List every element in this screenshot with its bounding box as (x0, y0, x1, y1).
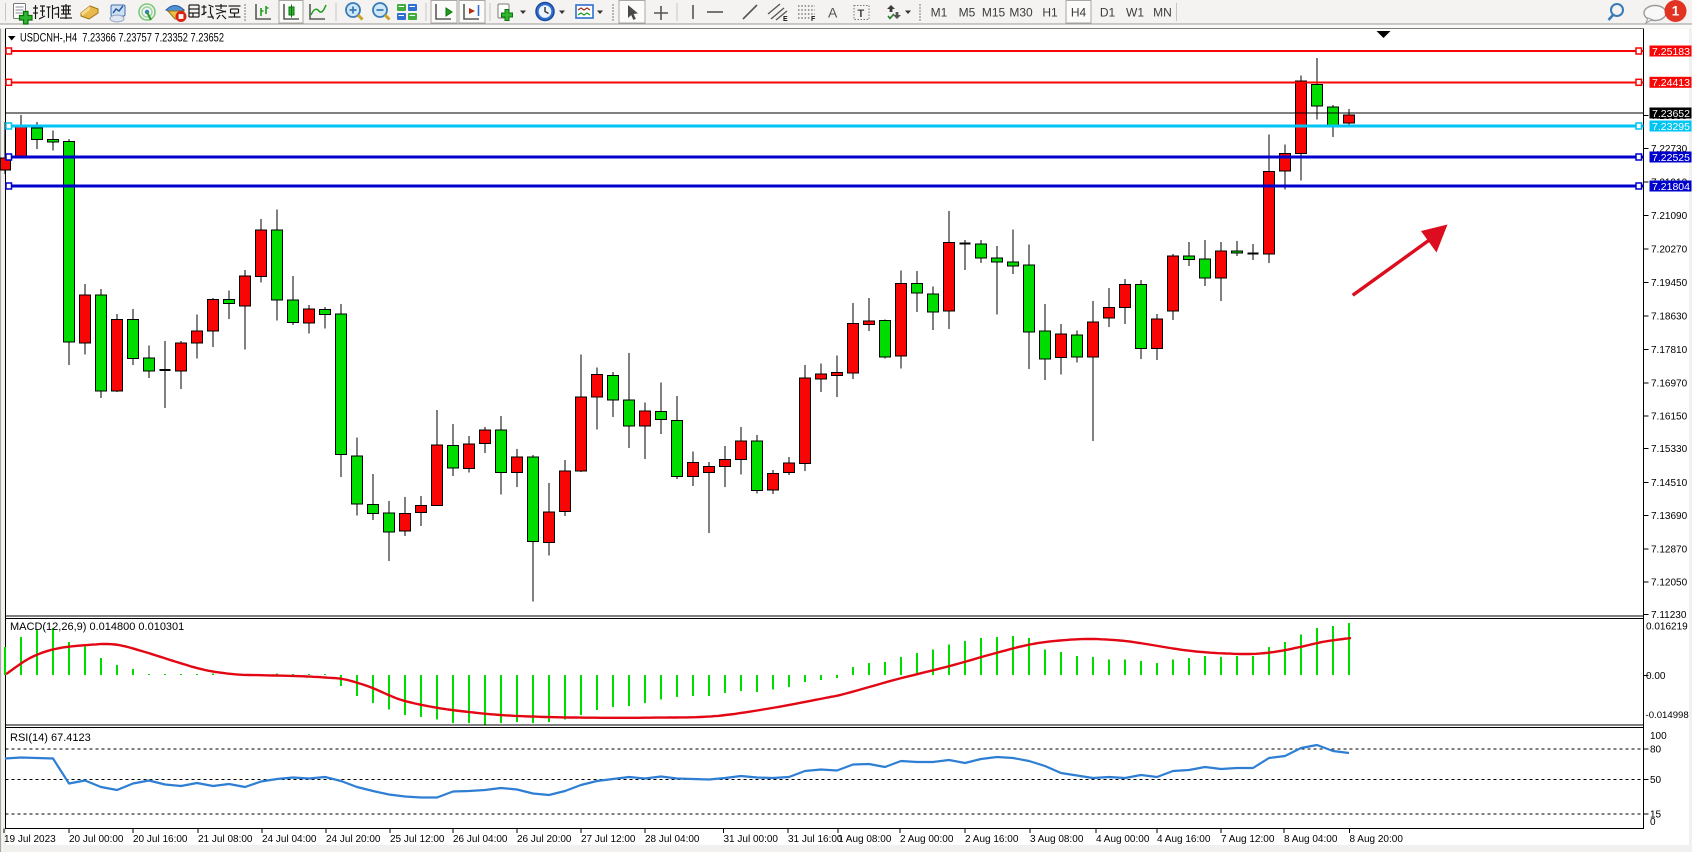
svg-text:T: T (858, 8, 865, 20)
svg-text:7.21090: 7.21090 (1651, 211, 1688, 222)
svg-text:0.016219: 0.016219 (1646, 622, 1688, 633)
svg-text:D1: D1 (1100, 6, 1116, 20)
svg-text:25 Jul 12:00: 25 Jul 12:00 (390, 834, 445, 845)
svg-text:A: A (828, 5, 838, 21)
svg-text:50: 50 (1650, 775, 1662, 786)
svg-text:7.16970: 7.16970 (1651, 379, 1688, 390)
svg-text:7.23295: 7.23295 (1652, 121, 1690, 133)
svg-text:7.24413: 7.24413 (1652, 77, 1690, 89)
svg-text:7.25183: 7.25183 (1652, 46, 1690, 58)
svg-text:M15: M15 (982, 6, 1006, 20)
svg-text:7.23652: 7.23652 (1652, 108, 1690, 120)
svg-text:31 Jul 16:00: 31 Jul 16:00 (788, 834, 843, 845)
svg-text:26 Jul 20:00: 26 Jul 20:00 (517, 834, 572, 845)
svg-text:M1: M1 (931, 6, 948, 20)
svg-text:24 Jul 04:00: 24 Jul 04:00 (262, 834, 317, 845)
svg-text:3 Aug 08:00: 3 Aug 08:00 (1030, 834, 1084, 845)
svg-text:RSI(14) 67.4123: RSI(14) 67.4123 (10, 732, 91, 744)
svg-text:7.18630: 7.18630 (1651, 312, 1688, 323)
svg-text:M5: M5 (959, 6, 976, 20)
svg-text:7.15330: 7.15330 (1651, 444, 1688, 455)
svg-text:0: 0 (1650, 817, 1656, 828)
svg-text:27 Jul 12:00: 27 Jul 12:00 (581, 834, 636, 845)
svg-text:M30: M30 (1009, 6, 1033, 20)
svg-text:H4: H4 (1071, 6, 1087, 20)
svg-text:MACD(12,26,9) 0.014800 0.01030: MACD(12,26,9) 0.014800 0.010301 (10, 621, 184, 633)
svg-text:7.22730: 7.22730 (1651, 144, 1688, 155)
svg-text:7.21804: 7.21804 (1652, 181, 1690, 193)
svg-text:7.14510: 7.14510 (1651, 478, 1688, 489)
svg-text:15: 15 (1650, 810, 1662, 821)
svg-text:20 Jul 00:00: 20 Jul 00:00 (69, 834, 124, 845)
svg-text:7 Aug 12:00: 7 Aug 12:00 (1221, 834, 1275, 845)
svg-text:-0.014998: -0.014998 (1646, 710, 1689, 721)
svg-text:7.19450: 7.19450 (1651, 278, 1688, 289)
svg-text:W1: W1 (1126, 6, 1144, 20)
svg-text:31 Jul 00:00: 31 Jul 00:00 (724, 834, 779, 845)
svg-text:4 Aug 16:00: 4 Aug 16:00 (1157, 834, 1211, 845)
svg-text:7.12870: 7.12870 (1651, 545, 1688, 556)
svg-text:4 Aug 00:00: 4 Aug 00:00 (1096, 834, 1150, 845)
svg-text:8 Aug 20:00: 8 Aug 20:00 (1350, 834, 1404, 845)
svg-text:7.13690: 7.13690 (1651, 511, 1688, 522)
svg-text:26 Jul 04:00: 26 Jul 04:00 (453, 834, 508, 845)
svg-text:USDCNH-,H4 7.23366 7.23757 7.: USDCNH-,H4 7.23366 7.23757 7.23352 7.236… (20, 33, 224, 45)
svg-text:24 Jul 20:00: 24 Jul 20:00 (326, 834, 381, 845)
svg-text:8 Aug 04:00: 8 Aug 04:00 (1284, 834, 1338, 845)
svg-text:19 Jul 2023: 19 Jul 2023 (4, 834, 56, 845)
svg-text:MN: MN (1153, 6, 1172, 20)
svg-text:1 Aug 08:00: 1 Aug 08:00 (838, 834, 892, 845)
svg-text:20 Jul 16:00: 20 Jul 16:00 (133, 834, 188, 845)
svg-text:2 Aug 16:00: 2 Aug 16:00 (965, 834, 1019, 845)
svg-text:2 Aug 00:00: 2 Aug 00:00 (900, 834, 954, 845)
svg-text:7.16150: 7.16150 (1651, 412, 1688, 423)
svg-text:H1: H1 (1042, 6, 1058, 20)
svg-text:E: E (783, 16, 788, 23)
svg-text:7.11230: 7.11230 (1651, 610, 1687, 621)
svg-text:7.22525: 7.22525 (1652, 152, 1690, 164)
svg-text:0.00: 0.00 (1646, 671, 1666, 682)
svg-text:28 Jul 04:00: 28 Jul 04:00 (645, 834, 700, 845)
svg-text:7.17810: 7.17810 (1651, 345, 1688, 356)
svg-text:80: 80 (1650, 745, 1662, 756)
svg-text:7.12050: 7.12050 (1651, 577, 1688, 588)
svg-text:100: 100 (1650, 731, 1667, 742)
svg-text:7.20270: 7.20270 (1651, 245, 1688, 256)
svg-text:21 Jul 08:00: 21 Jul 08:00 (198, 834, 253, 845)
svg-text:1: 1 (1672, 4, 1680, 19)
svg-text:F: F (811, 16, 816, 23)
